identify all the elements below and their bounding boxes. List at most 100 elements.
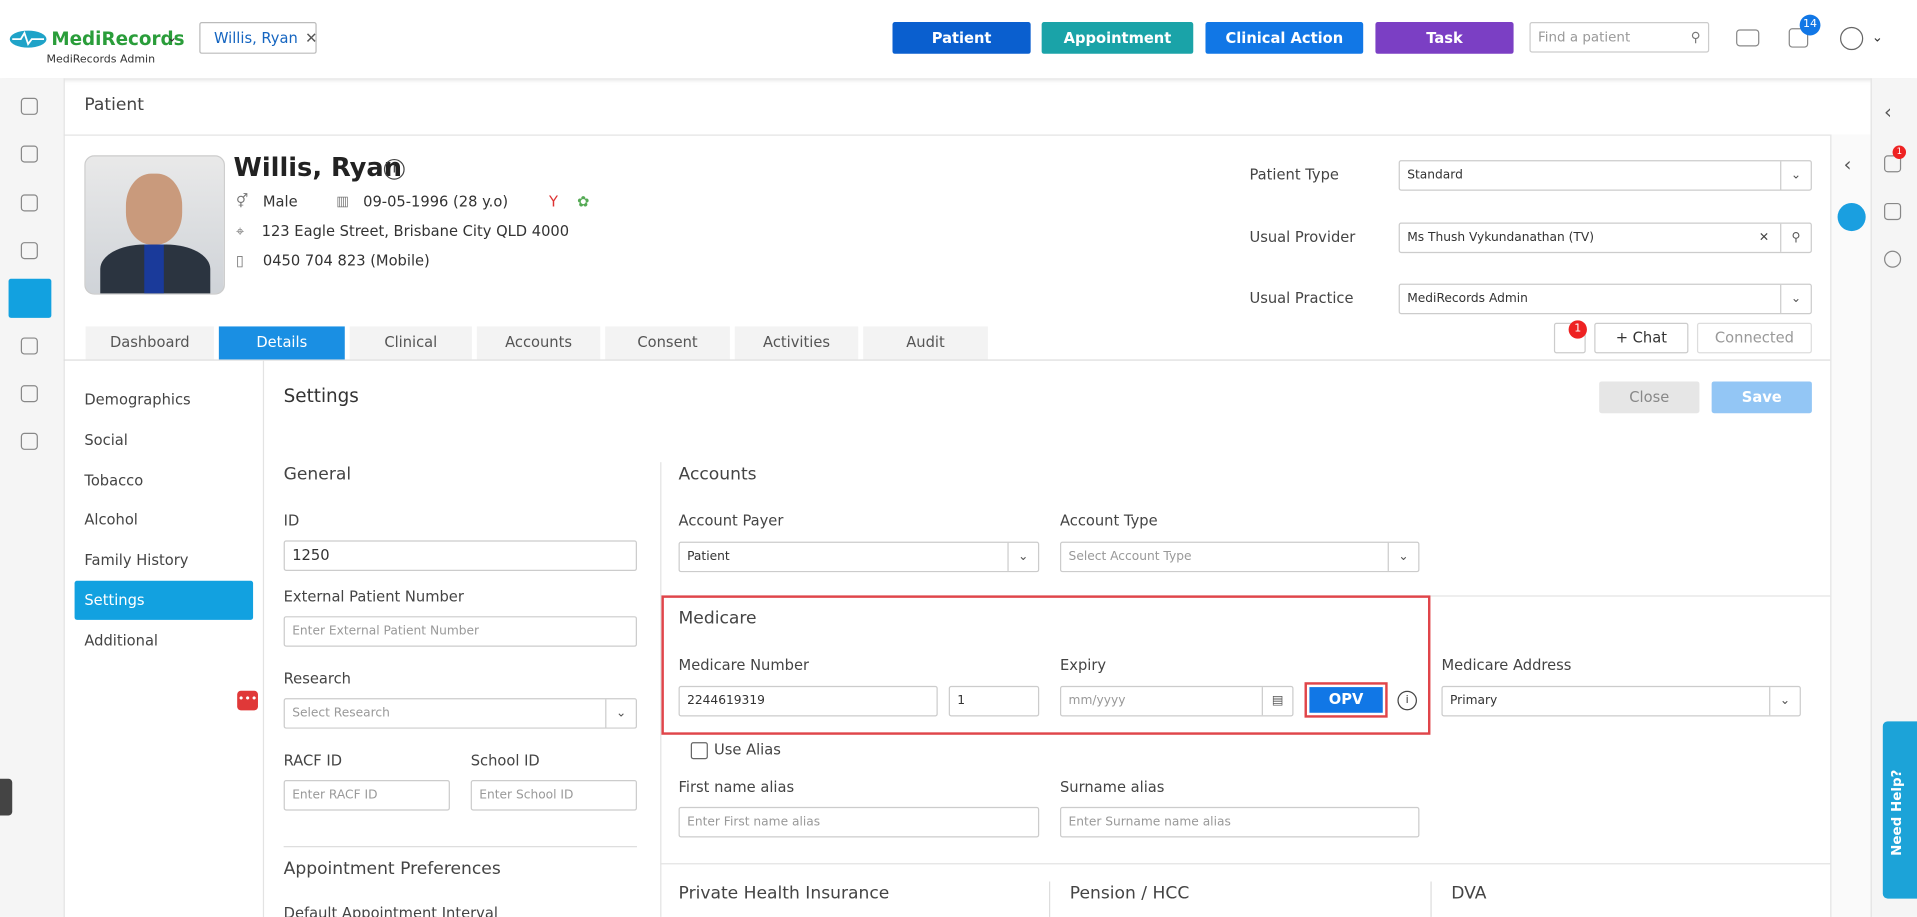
opv-highlight: OPV [1304, 682, 1388, 718]
section-title: Accounts [678, 464, 757, 485]
nav-reports[interactable] [20, 432, 38, 450]
expiry-input[interactable]: mm/yyyy ▤ [1059, 685, 1294, 717]
menu-active-bg [74, 580, 254, 620]
task-count-badge: 14 [1799, 14, 1821, 36]
need-help-label: Need Help? [1888, 769, 1905, 856]
school-input[interactable]: Enter School ID [470, 780, 637, 811]
research-select[interactable]: Select Research ⌄ [283, 698, 637, 729]
appointment-button[interactable]: Appointment [1041, 22, 1194, 54]
tab[interactable]: Clinical [349, 326, 472, 360]
tab[interactable]: Dashboard [85, 326, 214, 360]
section-title: Private Health Insurance [678, 883, 890, 904]
allergy-icon: ✿ [577, 193, 590, 211]
save-button[interactable]: Save [1711, 381, 1812, 414]
usual-practice-select[interactable]: MediRecords Admin ⌄ [1398, 283, 1812, 315]
open-patient-tab[interactable]: Willis, Ryan ✕ [199, 22, 318, 54]
gender-icon: ⚥ [235, 193, 249, 210]
tasks-icon[interactable] [1788, 28, 1809, 48]
surname-alias-input[interactable]: Enter Surname name alias [1059, 806, 1420, 838]
nav-folders[interactable] [20, 385, 38, 403]
tab-active[interactable]: Details [218, 326, 345, 360]
use-alias-checkbox[interactable] [690, 742, 708, 760]
task-button[interactable]: Task [1375, 22, 1514, 54]
id-input[interactable]: 1250 [283, 540, 637, 571]
address-icon: ⌖ [235, 222, 245, 240]
menu-item[interactable]: Family History [84, 551, 189, 569]
external-number-input[interactable]: Enter External Patient Number [283, 616, 637, 647]
patient-search[interactable]: Find a patient ⚲ [1529, 22, 1710, 53]
rail-collapse[interactable]: ‹ [1884, 100, 1892, 124]
field-label: Medicare Number [678, 656, 810, 674]
rail-pin[interactable] [1884, 202, 1902, 221]
dob-icon: ▥ [336, 193, 349, 210]
checkbox-label: Use Alias [713, 740, 781, 759]
clinical-action-button[interactable]: Clinical Action [1205, 22, 1364, 54]
patient-photo [84, 155, 225, 295]
open-tab-label: Willis, Ryan [213, 29, 298, 47]
tab[interactable]: Accounts [476, 326, 601, 360]
tab[interactable]: Consent [605, 326, 730, 360]
left-sidebar [0, 78, 65, 917]
page-header [63, 78, 1871, 136]
nav-apps[interactable] [20, 337, 38, 355]
user-dropdown[interactable]: ⌄ [1871, 29, 1884, 46]
account-payer-select[interactable]: Patient ⌄ [678, 541, 1040, 573]
opv-button[interactable]: OPV [1309, 687, 1383, 713]
field-label: Usual Provider [1249, 228, 1356, 246]
user-icon[interactable] [1840, 26, 1864, 51]
menu-item[interactable]: Demographics [84, 391, 191, 409]
menu-item[interactable]: Alcohol [84, 511, 138, 529]
tab[interactable]: Activities [734, 326, 859, 360]
side-handle[interactable] [0, 778, 13, 816]
first-alias-input[interactable]: Enter First name alias [678, 806, 1040, 838]
section-title: Medicare [678, 608, 757, 629]
menu-item-active[interactable]: Settings [84, 591, 145, 609]
racf-input[interactable]: Enter RACF ID [283, 780, 450, 811]
field-label: Account Type [1059, 512, 1158, 530]
field-label: Usual Practice [1249, 289, 1354, 307]
menu-item[interactable]: Social [84, 431, 128, 449]
rail-mention[interactable] [1884, 250, 1902, 268]
tab[interactable]: Audit [863, 326, 988, 360]
field-label: First name alias [678, 778, 795, 796]
section-title: Appointment Preferences [283, 859, 501, 880]
account-type-select[interactable]: Select Account Type ⌄ [1059, 541, 1420, 573]
panel-collapse[interactable]: ‹ [1843, 152, 1852, 177]
placeholder: mm/yyyy [1068, 694, 1126, 708]
chat-button[interactable]: + Chat [1594, 322, 1689, 354]
mail-icon[interactable] [1736, 29, 1760, 47]
field-label: Patient Type [1249, 166, 1339, 184]
field-label: ID [283, 512, 300, 530]
patient-info-icon[interactable]: i [383, 158, 405, 180]
more-button[interactable]: ••• [237, 690, 258, 711]
nav-calendar[interactable] [20, 194, 38, 212]
patient-type-select[interactable]: Standard ⌄ [1398, 160, 1812, 191]
medicare-number-input[interactable]: 2244619319 [678, 685, 938, 717]
nav-home[interactable] [20, 145, 38, 163]
close-button[interactable]: Close [1599, 381, 1700, 414]
field-label: Default Appointment Interval [283, 904, 498, 917]
field-label: Surname alias [1059, 778, 1165, 796]
need-help-tab[interactable]: Need Help? [1882, 721, 1917, 899]
right-panel [1830, 134, 1872, 917]
rail-comments[interactable] [1884, 155, 1902, 173]
tag-button[interactable] [1837, 202, 1866, 232]
nav-expand[interactable] [20, 97, 38, 115]
usual-provider-select[interactable]: Ms Thush Vykundanathan (TV) ✕ ⚲ [1398, 222, 1812, 254]
irn-input[interactable]: 1 [948, 685, 1040, 717]
org-dropdown[interactable]: ⌄ [166, 29, 178, 46]
menu-item[interactable]: Additional [84, 632, 159, 650]
select-value: Primary [1450, 694, 1498, 708]
nav-clinical[interactable] [20, 242, 38, 260]
field-label: RACF ID [283, 751, 343, 770]
opv-info[interactable]: i [1397, 690, 1417, 711]
menu-item[interactable]: Tobacco [84, 471, 144, 490]
new-patient-button[interactable]: Patient [892, 22, 1031, 54]
close-tab[interactable]: ✕ [305, 29, 318, 47]
field-value: MediRecords Admin [1407, 292, 1528, 306]
nav-patients-active[interactable] [8, 278, 52, 318]
medicare-address-select[interactable]: Primary ⌄ [1441, 685, 1801, 717]
field-label: Account Payer [678, 512, 784, 530]
